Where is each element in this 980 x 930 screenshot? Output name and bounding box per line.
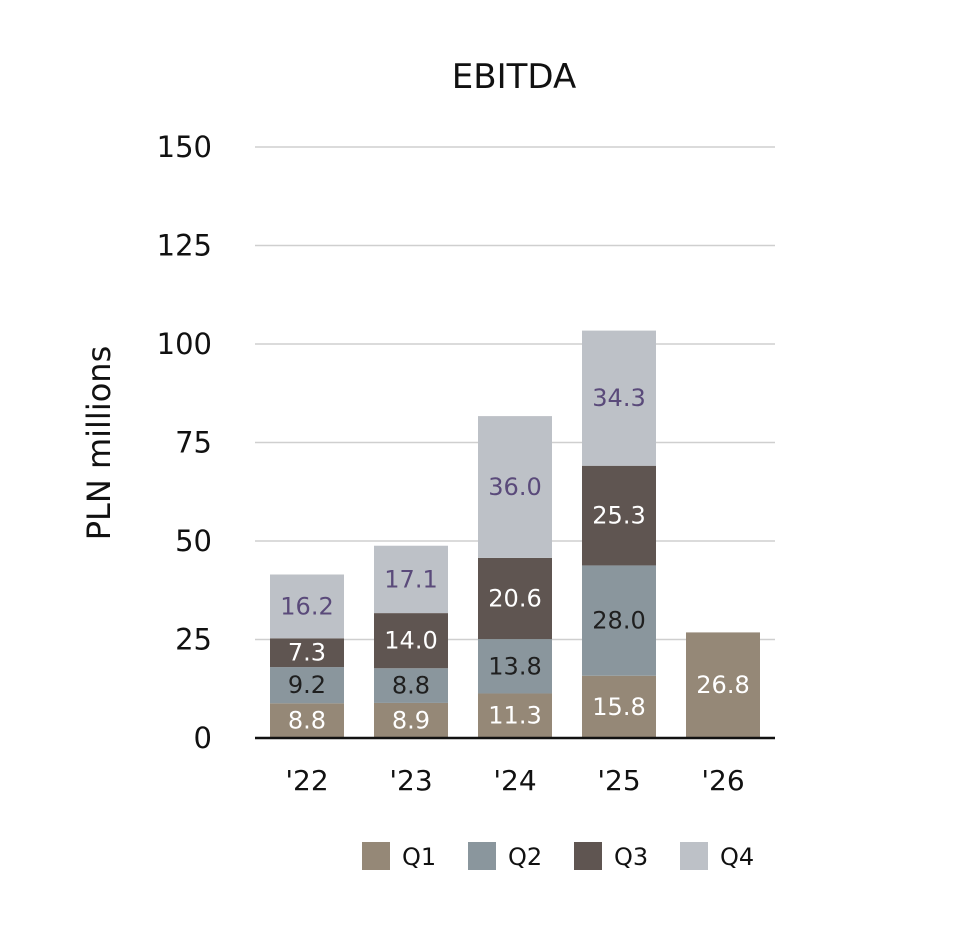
- bar-segment-q4: [478, 416, 552, 558]
- bar-segment-q3: [270, 638, 344, 668]
- data-label: 36.0: [488, 473, 541, 501]
- data-label: 28.0: [592, 607, 645, 635]
- bar-segment-q1: [478, 693, 552, 738]
- data-label: 11.3: [488, 702, 541, 730]
- x-axis-ticks: '22 '23 '24 '25 '26: [285, 764, 744, 797]
- data-label: 13.8: [488, 652, 541, 680]
- y-axis-ticks: 0 25 50 75 100 125 150: [157, 130, 212, 755]
- y-tick-label: 150: [157, 130, 212, 164]
- legend-swatch: [574, 842, 602, 870]
- bar-segment-q4: [270, 574, 344, 639]
- y-tick-label: 100: [157, 327, 212, 361]
- legend-label: Q4: [720, 843, 754, 871]
- y-tick-label: 50: [175, 524, 212, 558]
- bars: [270, 330, 760, 738]
- chart-title: EBITDA: [452, 57, 576, 97]
- data-labels: 8.8 9.2 7.3 16.2 8.9 8.8 14.0 17.1 11.3 13.8 20.6 3…: [280, 384, 749, 734]
- x-tick-label: '26: [701, 764, 744, 797]
- y-axis-label: PLN millions: [80, 346, 118, 541]
- bar-segment-q1: [686, 632, 760, 738]
- x-tick-label: '25: [597, 764, 640, 797]
- data-label: 14.0: [384, 627, 437, 655]
- y-tick-label: 25: [175, 623, 212, 657]
- bar-segment-q1: [270, 703, 344, 738]
- legend-label: Q2: [508, 843, 542, 871]
- data-label: 16.2: [280, 592, 333, 620]
- bar-segment-q1: [582, 675, 656, 738]
- data-label: 25.3: [592, 502, 645, 530]
- data-label: 26.8: [696, 671, 749, 699]
- legend-swatch: [680, 842, 708, 870]
- y-tick-label: 125: [157, 229, 212, 263]
- data-label: 34.3: [592, 384, 645, 412]
- data-label: 9.2: [288, 671, 326, 699]
- x-tick-label: '22: [285, 764, 328, 797]
- legend: Q1 Q2 Q3 Q4: [362, 842, 754, 871]
- bar-segment-q4: [374, 545, 448, 614]
- data-label: 20.6: [488, 585, 541, 613]
- bar-segment-q2: [270, 667, 344, 704]
- bar-segment-q3: [478, 557, 552, 640]
- data-label: 7.3: [288, 639, 326, 667]
- legend-swatch: [468, 842, 496, 870]
- bar-segment-q4: [582, 330, 656, 466]
- data-label: 8.8: [288, 707, 326, 735]
- data-label: 8.9: [392, 706, 430, 734]
- bar-segment-q3: [582, 465, 656, 566]
- legend-label: Q1: [402, 843, 436, 871]
- bar-segment-q2: [374, 668, 448, 703]
- bar-segment-q1: [374, 702, 448, 738]
- bar-segment-q2: [478, 639, 552, 694]
- x-tick-label: '23: [389, 764, 432, 797]
- data-label: 8.8: [392, 672, 430, 700]
- data-label: 15.8: [592, 693, 645, 721]
- y-tick-label: 75: [175, 426, 212, 460]
- x-tick-label: '24: [493, 764, 536, 797]
- data-label: 17.1: [384, 565, 437, 593]
- bar-segment-q3: [374, 613, 448, 669]
- bar-segment-q2: [582, 565, 656, 676]
- y-tick-label: 0: [194, 721, 212, 755]
- legend-label: Q3: [614, 843, 648, 871]
- legend-swatch: [362, 842, 390, 870]
